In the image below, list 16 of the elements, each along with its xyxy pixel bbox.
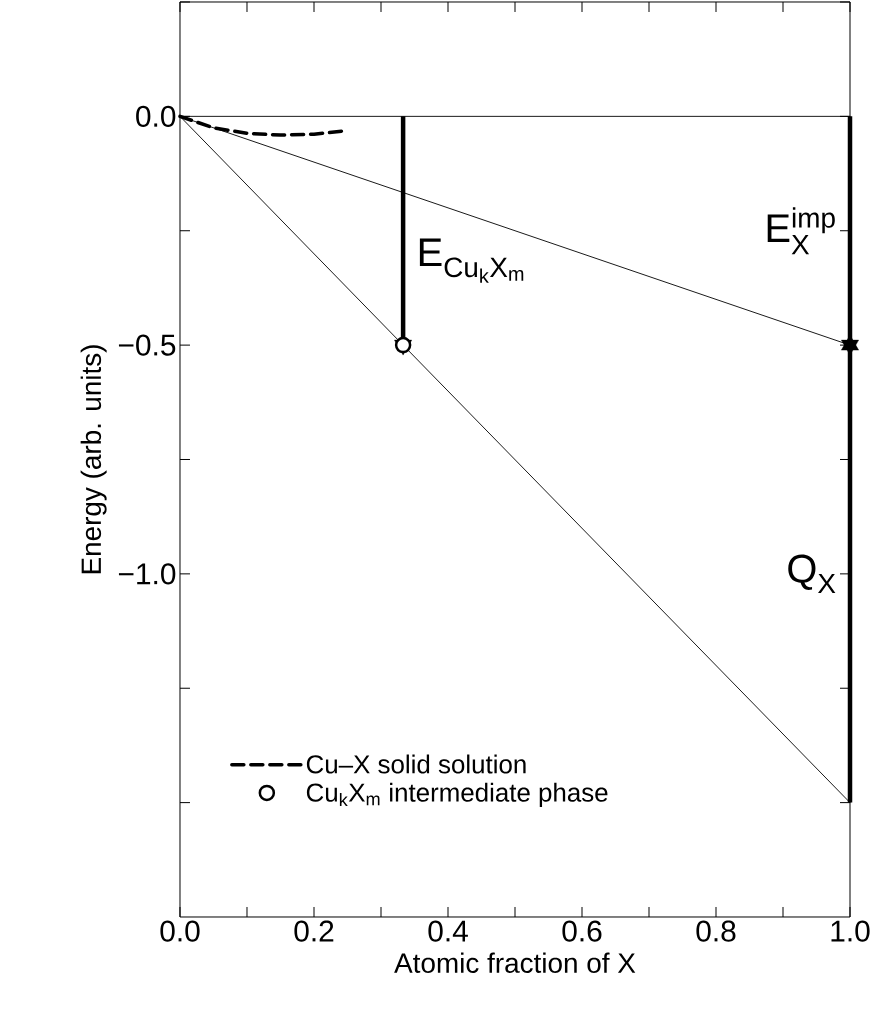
x-tick-label: 0.6 xyxy=(562,920,602,942)
y-tick-label: −1.0 xyxy=(118,563,176,585)
annotation: $\mathrm{E}_{\mathrm{Cu}_{\mathrm{k}}\mathrm{X}_{\mathrm{m}}}$ xyxy=(419,238,524,283)
legend-label: Cu–X solid solution xyxy=(306,754,526,774)
annotation: $\mathrm{Q}_{\mathrm{X}}$ xyxy=(788,554,836,594)
x-tick-label: 0.4 xyxy=(428,920,468,942)
legend-label: Cu$_{k}$X$_{m}$ intermediate phase xyxy=(306,782,608,807)
x-tick-label: 0.8 xyxy=(696,920,736,942)
y-tick-label: 0.0 xyxy=(136,105,176,127)
x-tick-label: 0.2 xyxy=(294,920,334,942)
annotation: $\mathrm{E}_{\mathrm{X}}^{\mathrm{imp}}$ xyxy=(767,207,835,255)
x-tick-label: 0.0 xyxy=(160,920,200,942)
y-axis-title: Energy (arb. units) xyxy=(80,345,107,574)
x-tick-label: 1.0 xyxy=(831,920,870,942)
y-tick-label: −0.5 xyxy=(118,334,176,356)
x-axis-title: Atomic fraction of X xyxy=(394,952,636,973)
